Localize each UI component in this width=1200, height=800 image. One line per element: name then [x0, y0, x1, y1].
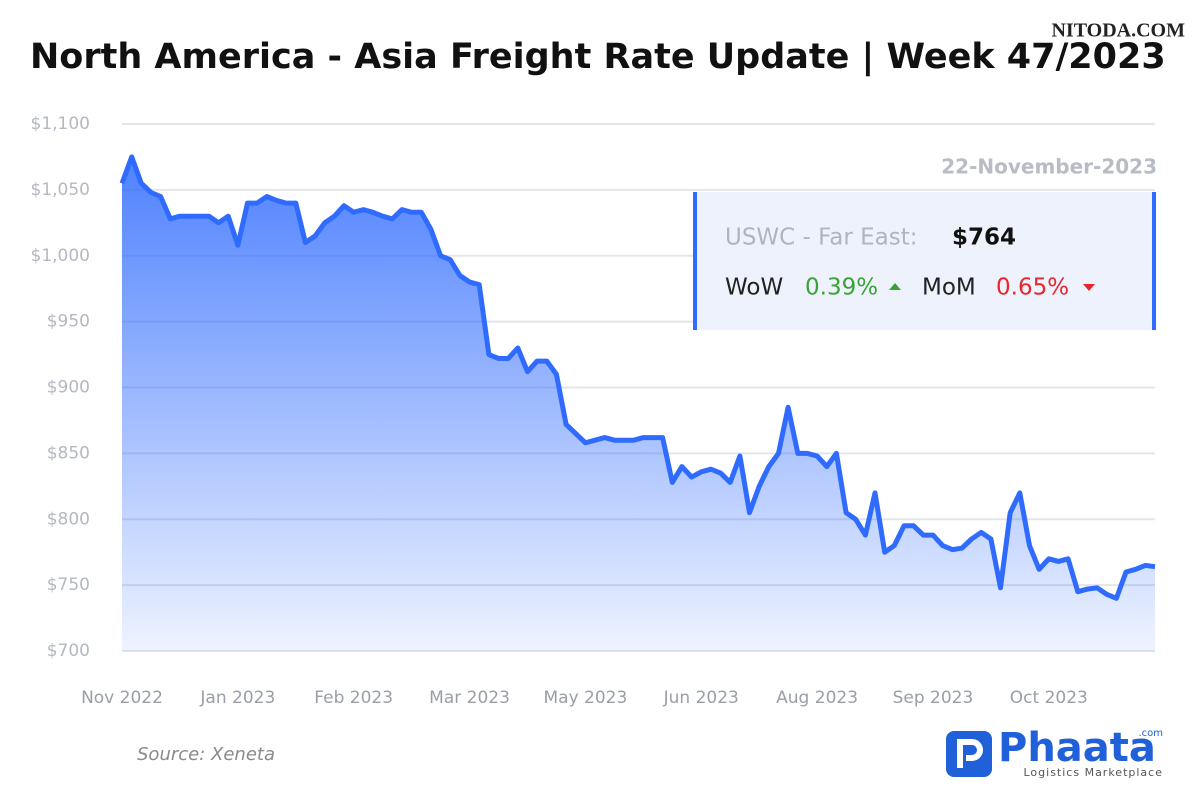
annotation-box [693, 192, 1156, 330]
logo-glyph [957, 739, 983, 768]
chart-title: North America - Asia Freight Rate Update… [30, 37, 1166, 77]
x-tick-label: Nov 2022 [81, 688, 163, 708]
y-tick-label: $900 [47, 378, 90, 398]
y-tick-label: $1,100 [31, 114, 90, 134]
x-tick-label: Mar 2023 [429, 688, 510, 708]
x-tick-label: Feb 2023 [314, 688, 393, 708]
annotation-route: USWC - Far East: [725, 225, 918, 251]
y-tick-label: $850 [47, 443, 90, 463]
y-tick-label: $800 [47, 509, 90, 529]
annotation-wow-label: WoW [725, 275, 783, 301]
annotation-border [693, 192, 697, 330]
annotation-wow: 0.39% [805, 275, 878, 301]
watermark: NITODA.COM [1051, 20, 1185, 42]
y-tick-label: $1,050 [31, 180, 90, 200]
x-tick-label: Aug 2023 [776, 688, 858, 708]
x-tick-label: Jan 2023 [199, 688, 275, 708]
brand-name: Phaata [998, 725, 1156, 771]
y-tick-label: $1,000 [31, 246, 90, 266]
x-tick-label: Sep 2023 [893, 688, 974, 708]
brand-tagline: Logistics Marketplace [1024, 766, 1164, 779]
y-tick-label: $750 [47, 575, 90, 595]
y-tick-label: $700 [47, 641, 90, 661]
area-fill [122, 156, 1155, 651]
up-arrow [889, 283, 901, 290]
annotation-date: 22-November-2023 [941, 155, 1157, 179]
line [119, 154, 1156, 601]
logo-icon [946, 731, 992, 777]
x-tick-label: Oct 2023 [1010, 688, 1088, 708]
down-arrow [1083, 284, 1095, 291]
source: Source: Xeneta [137, 744, 275, 765]
annotation-mom: 0.65% [996, 275, 1069, 301]
annotation-border [1152, 192, 1156, 330]
brand-suffix: .com [1138, 728, 1163, 739]
y-tick-label: $950 [47, 312, 90, 332]
x-tick-label: Jun 2023 [663, 688, 739, 708]
annotation-mom-label: MoM [922, 275, 976, 301]
annotation-price: $764 [952, 225, 1016, 251]
x-tick-label: May 2023 [543, 688, 627, 708]
